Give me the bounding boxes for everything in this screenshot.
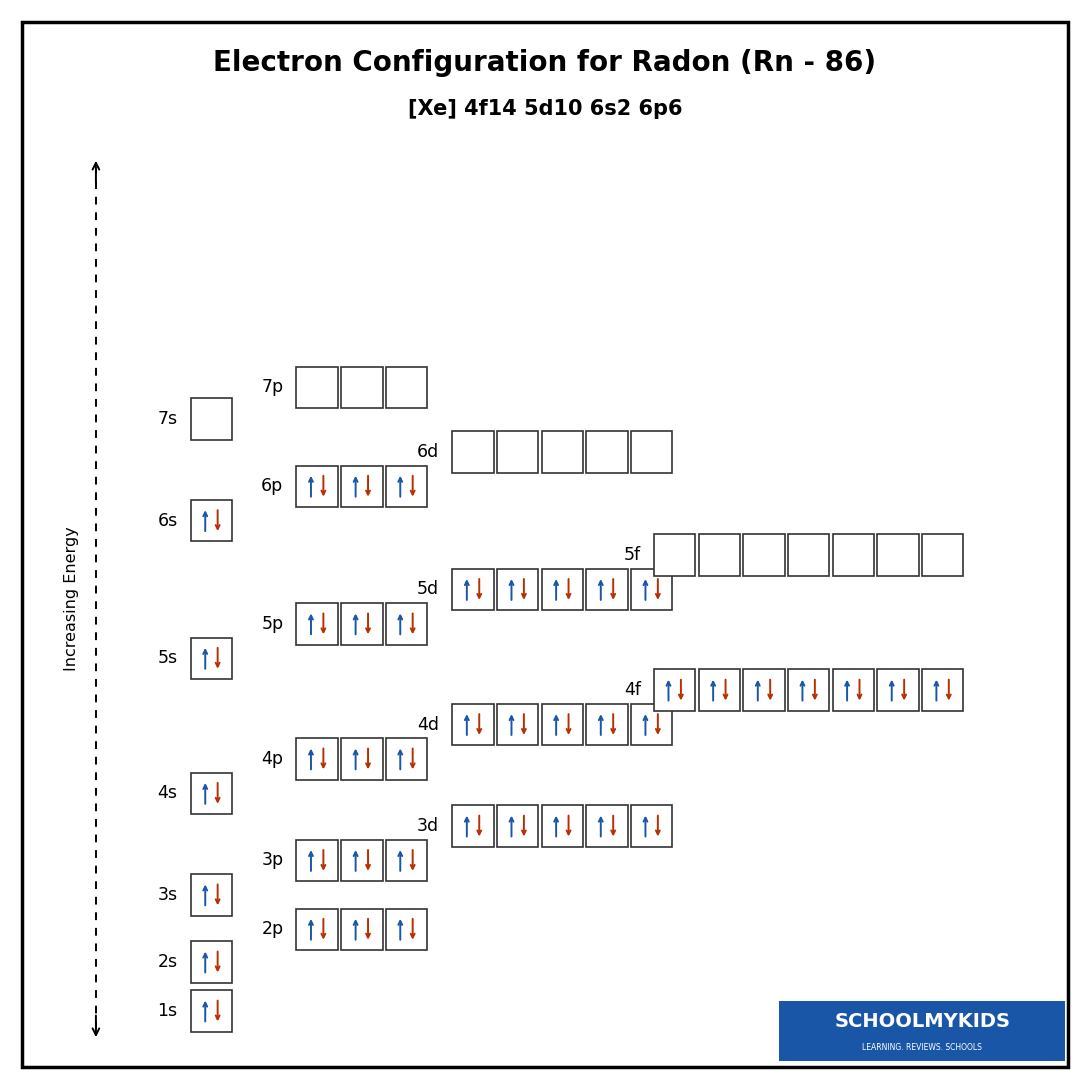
Bar [191, 500, 232, 541]
Bar [833, 535, 874, 576]
Bar [191, 638, 232, 680]
Text: 5f: 5f [623, 546, 641, 564]
Text: 4s: 4s [158, 784, 178, 803]
Bar [699, 535, 740, 576]
Text: 2s: 2s [158, 953, 178, 971]
Bar [341, 367, 383, 408]
Bar [386, 466, 427, 507]
Bar [743, 535, 785, 576]
Text: [Xe] 4f14 5d10 6s2 6p6: [Xe] 4f14 5d10 6s2 6p6 [408, 99, 682, 119]
Bar [296, 908, 338, 950]
Text: 5s: 5s [158, 649, 178, 668]
Text: 4p: 4p [262, 750, 283, 768]
Bar [341, 840, 383, 881]
Text: Electron Configuration for Radon (Rn - 86): Electron Configuration for Radon (Rn - 8… [214, 49, 876, 77]
Bar [386, 908, 427, 950]
Bar [877, 535, 919, 576]
Bar [922, 670, 964, 711]
Bar [542, 703, 583, 745]
Bar [542, 806, 583, 847]
Bar [654, 535, 695, 576]
Text: LEARNING. REVIEWS. SCHOOLS: LEARNING. REVIEWS. SCHOOLS [862, 1043, 982, 1052]
Bar [542, 431, 583, 473]
Bar [341, 466, 383, 507]
Text: 4f: 4f [623, 681, 641, 699]
Text: 7s: 7s [158, 411, 178, 428]
Text: 3s: 3s [158, 885, 178, 904]
Bar [386, 603, 427, 645]
Bar [341, 603, 383, 645]
Bar [296, 603, 338, 645]
Bar [631, 703, 673, 745]
Text: 6p: 6p [262, 477, 283, 495]
Text: 4d: 4d [417, 715, 439, 734]
Text: 6d: 6d [417, 443, 439, 461]
Text: Increasing Energy: Increasing Energy [64, 527, 80, 671]
Text: 5d: 5d [417, 580, 439, 599]
Bar [497, 703, 538, 745]
Bar [191, 941, 232, 982]
Bar [452, 806, 494, 847]
Bar [497, 431, 538, 473]
Bar [296, 466, 338, 507]
Bar [586, 703, 628, 745]
Bar [191, 874, 232, 916]
Bar [631, 806, 673, 847]
Bar [586, 431, 628, 473]
Bar [191, 990, 232, 1031]
Bar [877, 670, 919, 711]
Bar [699, 670, 740, 711]
Text: 1s: 1s [158, 1002, 178, 1020]
Bar [631, 568, 673, 610]
Bar [779, 1001, 1065, 1061]
Text: 3d: 3d [417, 817, 439, 835]
Bar [191, 773, 232, 815]
Bar [452, 568, 494, 610]
Bar [497, 568, 538, 610]
Bar [386, 367, 427, 408]
Bar [386, 840, 427, 881]
Bar [296, 738, 338, 780]
Bar [631, 431, 673, 473]
Text: 3p: 3p [262, 852, 283, 869]
Bar [296, 840, 338, 881]
Text: SCHOOLMYKIDS: SCHOOLMYKIDS [834, 1013, 1010, 1031]
Bar [654, 670, 695, 711]
Bar [586, 568, 628, 610]
Bar [191, 399, 232, 440]
Bar [788, 670, 829, 711]
Bar [386, 738, 427, 780]
Bar [341, 738, 383, 780]
Text: 7p: 7p [262, 378, 283, 396]
Bar [452, 431, 494, 473]
Text: 6s: 6s [157, 512, 178, 529]
Bar [542, 568, 583, 610]
Bar [743, 670, 785, 711]
Bar [296, 367, 338, 408]
Bar [833, 670, 874, 711]
Bar [586, 806, 628, 847]
Bar [497, 806, 538, 847]
Bar [922, 535, 964, 576]
Text: 2p: 2p [262, 920, 283, 939]
Bar [452, 703, 494, 745]
Text: 5p: 5p [262, 615, 283, 633]
Bar [341, 908, 383, 950]
Bar [788, 535, 829, 576]
